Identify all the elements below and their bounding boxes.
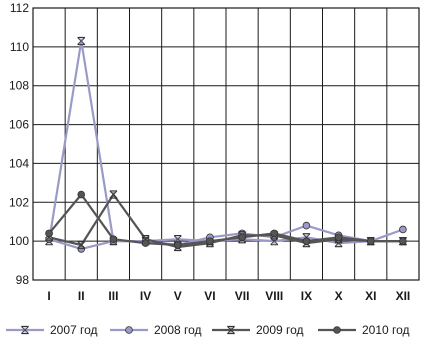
y-tick-label: 100 <box>9 234 29 248</box>
y-tick-label: 98 <box>16 273 30 287</box>
data-point-s3 <box>141 235 150 244</box>
data-point-s1-fill <box>78 38 84 44</box>
data-point-s4 <box>270 229 279 238</box>
data-point-s4 <box>173 241 182 249</box>
data-point-s4 <box>334 233 343 242</box>
x-tick-label: IV <box>140 289 151 303</box>
x-tick-label: VI <box>204 289 215 303</box>
legend-label: 2007 год <box>50 323 98 337</box>
data-point-s4 <box>45 229 53 238</box>
data-point-s3 <box>109 190 118 199</box>
legend-label: 2008 год <box>154 323 202 337</box>
x-tick-label: V <box>174 289 182 303</box>
series-line-2 <box>48 224 404 250</box>
data-point-s4 <box>302 237 311 245</box>
data-point-s4 <box>399 237 407 245</box>
series-line-4 <box>48 193 403 247</box>
x-tick-label: II <box>78 289 85 303</box>
x-tick-label: X <box>335 289 343 303</box>
data-point-s1-fill <box>175 236 181 242</box>
legend-label: 2010 год <box>362 323 410 337</box>
data-point-s4 <box>206 237 214 245</box>
data-point-s2 <box>399 225 407 234</box>
x-tick-label: VII <box>235 289 250 303</box>
y-tick-label: 112 <box>10 1 29 15</box>
data-point-s4 <box>109 235 118 244</box>
legend-marker-fill <box>22 327 28 333</box>
y-tick-label: 110 <box>10 40 29 54</box>
data-point-s4 <box>77 190 86 199</box>
x-tick-label: VIII <box>265 289 283 303</box>
data-point-s2 <box>302 221 311 230</box>
x-tick-label: XI <box>365 289 376 303</box>
y-tick-label: 102 <box>9 195 29 209</box>
y-tick-label: 104 <box>9 156 29 170</box>
x-tick-label: I <box>47 289 50 303</box>
y-tick-label: 106 <box>9 118 29 132</box>
legend-marker-fill <box>228 327 234 333</box>
legend-marker <box>125 326 133 334</box>
legend-marker <box>333 326 341 334</box>
data-point-s3-fill <box>78 242 84 248</box>
data-point-s4 <box>366 237 375 245</box>
x-tick-label: IX <box>301 289 312 303</box>
y-tick-label: 108 <box>9 79 29 93</box>
legend-label: 2009 год <box>256 323 304 337</box>
x-tick-label: XII <box>396 289 411 303</box>
data-point-s3-fill <box>46 234 52 240</box>
data-point-s1 <box>302 233 311 242</box>
x-tick-label: III <box>108 289 118 303</box>
data-point-s4 <box>141 239 150 247</box>
data-point-s4 <box>238 233 246 242</box>
